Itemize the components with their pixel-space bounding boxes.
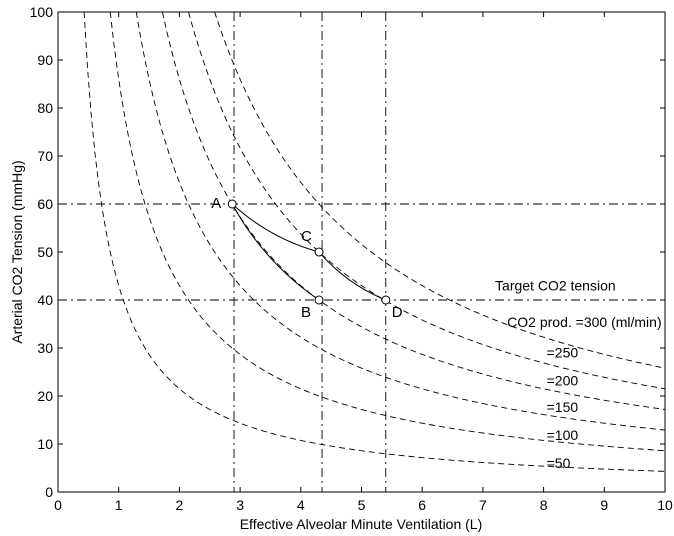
point-label-D: D bbox=[392, 304, 403, 321]
point-label-A: A bbox=[211, 195, 221, 212]
y-axis-title: Arterial CO2 Tension (mmHg) bbox=[9, 160, 25, 343]
y-tick-label-5: 50 bbox=[37, 244, 53, 260]
y-tick-label-10: 100 bbox=[30, 4, 54, 20]
plot-frame bbox=[57, 11, 666, 493]
x-tick-label-8: 8 bbox=[540, 497, 548, 513]
curve-label-5: =50 bbox=[547, 455, 571, 471]
x-tick-label-1: 1 bbox=[115, 497, 123, 513]
curve-series-5 bbox=[83, 11, 666, 472]
point-C bbox=[314, 247, 324, 257]
x-tick-label-3: 3 bbox=[236, 497, 244, 513]
x-tick-label-9: 9 bbox=[600, 497, 608, 513]
curve-labels: CO2 prod. =300 (ml/min) =250 =200 =150 =100 =… bbox=[495, 277, 662, 471]
curve-series-3 bbox=[135, 11, 666, 431]
y-tick-label-2: 20 bbox=[37, 388, 53, 404]
x-tick-label-7: 7 bbox=[479, 497, 487, 513]
y-tick-label-1: 10 bbox=[37, 436, 53, 452]
y-tick-label-4: 40 bbox=[37, 292, 53, 308]
x-tick-label-4: 4 bbox=[297, 497, 305, 513]
trajectory-paths bbox=[231, 203, 386, 301]
x-axis-title: Effective Alveolar Minute Ventilation (L… bbox=[240, 516, 483, 532]
point-B bbox=[314, 295, 324, 305]
y-tick-label-9: 90 bbox=[37, 52, 53, 68]
curve-series-4 bbox=[109, 11, 666, 452]
point-D bbox=[381, 295, 391, 305]
curve-label-2: =200 bbox=[547, 372, 579, 388]
x-tick-label-2: 2 bbox=[176, 497, 184, 513]
point-label-C: C bbox=[301, 228, 312, 245]
co2-production-curves bbox=[83, 11, 666, 472]
x-tick-label-0: 0 bbox=[54, 497, 62, 513]
annotation-0: Target CO2 tension bbox=[495, 277, 616, 293]
trajectory-path-C-D bbox=[318, 251, 386, 301]
curve-label-1: =250 bbox=[547, 345, 579, 361]
point-A bbox=[227, 199, 237, 209]
y-tick-label-3: 30 bbox=[37, 340, 53, 356]
trajectory-path-A-B bbox=[231, 203, 320, 301]
y-tick-label-7: 70 bbox=[37, 148, 53, 164]
y-tick-label-0: 0 bbox=[45, 484, 53, 500]
curve-label-3: =150 bbox=[547, 399, 579, 415]
curve-series-0 bbox=[214, 11, 666, 369]
trajectory-path-A-C bbox=[231, 203, 320, 253]
y-tick-label-6: 60 bbox=[37, 196, 53, 212]
x-tick-label-10: 10 bbox=[657, 497, 673, 513]
curve-label-0: CO2 prod. =300 (ml/min) bbox=[507, 314, 661, 330]
x-tick-label-5: 5 bbox=[358, 497, 366, 513]
y-tick-label-8: 80 bbox=[37, 100, 53, 116]
x-tick-label-6: 6 bbox=[418, 497, 426, 513]
curve-label-4: =100 bbox=[547, 427, 579, 443]
reference-lines bbox=[58, 12, 665, 492]
trajectory-points: A C B D bbox=[211, 195, 403, 321]
curve-series-1 bbox=[188, 11, 666, 390]
point-label-B: B bbox=[301, 304, 311, 321]
curve-series-2 bbox=[161, 11, 666, 410]
